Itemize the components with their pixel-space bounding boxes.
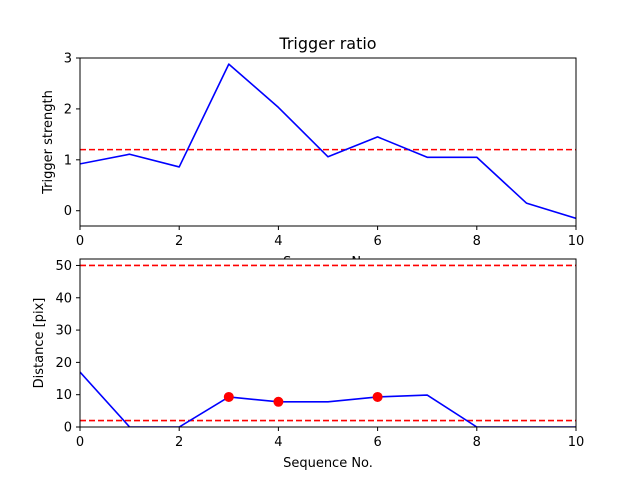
chart1-y-tick-label-5: 50	[55, 259, 72, 274]
chart1-x-axis-label: Sequence No.	[283, 456, 373, 471]
chart1-y-tick-label-4: 40	[55, 291, 72, 306]
chart0-x-tick-label-2: 4	[274, 234, 282, 249]
chart1-marker-0	[223, 391, 234, 402]
chart0-axes-frame	[79, 57, 577, 227]
chart0-y-tick-label-2: 2	[64, 102, 72, 117]
chart1-x-tick-label-1: 2	[175, 435, 183, 450]
chart1-y-tick-label-1: 10	[55, 388, 72, 403]
chart0-x-tick-label-0: 0	[76, 234, 84, 249]
chart1-x-tick-label-2: 4	[274, 435, 282, 450]
chart1-x-tick-label-5: 10	[568, 435, 585, 450]
chart1-marker-1	[273, 396, 284, 407]
chart0-x-tick-label-4: 8	[473, 234, 481, 249]
chart1-y-tick-label-2: 20	[55, 356, 72, 371]
chart1-y-axis-label: Distance [pix]	[32, 298, 47, 389]
chart1-plot-content	[80, 264, 576, 427]
chart0-y-tick-label-0: 0	[64, 204, 72, 219]
chart1-y-tick-label-3: 30	[55, 324, 72, 339]
distance-panel: 0 2 4 6 8 10 0 10 20 30 40 50 Sequence No. Distance […	[32, 258, 585, 471]
chart1-series-line-0	[80, 371, 576, 427]
chart1-x-tick-label-0: 0	[76, 435, 84, 450]
chart0-x-tick-label-1: 2	[175, 234, 183, 249]
chart0-series-line-0	[80, 63, 576, 220]
chart1-marker-2	[372, 391, 383, 402]
chart0-x-tick-label-3: 6	[373, 234, 381, 249]
chart0-y-tick-label-3: 3	[64, 52, 72, 67]
chart1-y-tick-label-0: 0	[64, 421, 72, 436]
chart1-x-tick-label-4: 8	[473, 435, 481, 450]
chart0-plot-area	[80, 58, 576, 226]
chart0-y-tick-label-1: 1	[64, 153, 72, 168]
chart0-plot-content	[80, 63, 576, 220]
chart1-plot-area	[80, 259, 576, 427]
chart1-x-tick-label-3: 6	[373, 435, 381, 450]
chart0-title: Trigger ratio	[278, 34, 376, 53]
chart0-y-axis-label: Trigger strength	[41, 90, 56, 195]
chart0-x-tick-label-5: 10	[568, 234, 585, 249]
chart1-axes-frame	[79, 258, 577, 428]
